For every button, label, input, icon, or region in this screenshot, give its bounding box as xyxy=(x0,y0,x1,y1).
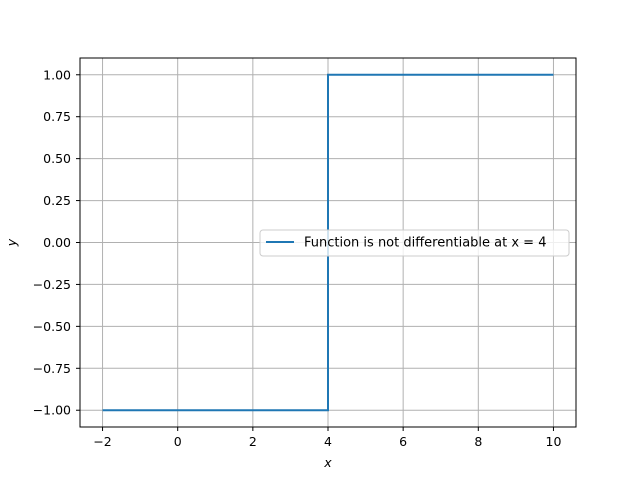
y-tick-label: −0.25 xyxy=(33,277,71,292)
x-axis-label: x xyxy=(323,455,332,470)
legend: Function is not differentiable at x = 4 xyxy=(259,229,570,257)
legend-box xyxy=(259,229,570,257)
x-tick-label: 8 xyxy=(474,434,482,449)
y-tick-label: 1.00 xyxy=(43,67,71,82)
x-tick-label: 6 xyxy=(399,434,407,449)
x-tick-label: 4 xyxy=(324,434,332,449)
x-tick-label: −2 xyxy=(93,434,111,449)
x-tick-label: 0 xyxy=(174,434,182,449)
y-tick-label: 0.75 xyxy=(43,109,71,124)
x-tick-label: 10 xyxy=(546,434,562,449)
y-tick-label: −1.00 xyxy=(33,403,71,418)
y-tick-label: −0.75 xyxy=(33,361,71,376)
y-tick-label: 0.25 xyxy=(43,193,71,208)
y-axis-label: y xyxy=(4,238,19,247)
legend-label: Function is not differentiable at x = 4 xyxy=(304,236,546,251)
ticks: −2 0 2 4 6 8 10 −1.00 −0.75 −0.50 −0.25 0.00 0.25 0.5… xyxy=(33,67,562,449)
y-tick-label: 0.00 xyxy=(43,235,71,250)
y-tick-label: −0.50 xyxy=(33,319,71,334)
x-tick-label: 2 xyxy=(249,434,257,449)
y-tick-label: 0.50 xyxy=(43,151,71,166)
